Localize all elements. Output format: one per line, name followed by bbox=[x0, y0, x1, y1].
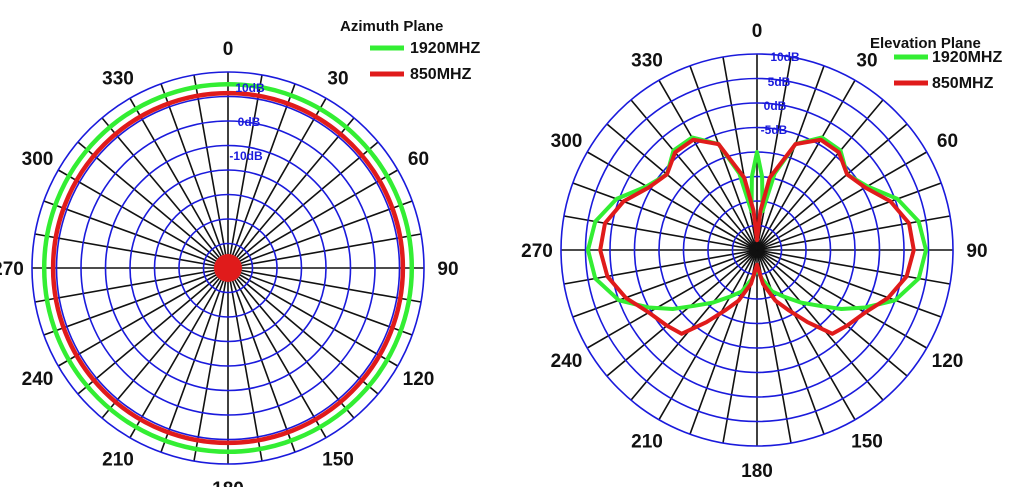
ring-label: 10dB bbox=[235, 81, 265, 95]
angle-label-240: 240 bbox=[22, 369, 54, 390]
angle-label-270: 270 bbox=[521, 241, 553, 262]
angle-label-120: 120 bbox=[932, 351, 964, 372]
angle-label-150: 150 bbox=[851, 432, 883, 453]
grid-ring bbox=[153, 193, 303, 343]
ring-label: 0dB bbox=[238, 115, 261, 129]
series-trace-850mhz bbox=[50, 90, 406, 446]
legend-entry-1920mhz: 1920MHZ bbox=[932, 49, 1002, 66]
ring-label: 0dB bbox=[764, 99, 787, 113]
angle-label-240: 240 bbox=[551, 351, 583, 372]
angle-label-0: 0 bbox=[752, 21, 763, 42]
angle-label-60: 60 bbox=[408, 149, 429, 170]
grid-ring bbox=[682, 175, 832, 325]
series-trace-850mhz bbox=[598, 137, 916, 336]
angle-label-30: 30 bbox=[856, 51, 877, 72]
legend-title: Azimuth Plane bbox=[340, 18, 443, 35]
grid-ring bbox=[104, 144, 352, 392]
angle-label-90: 90 bbox=[437, 259, 458, 280]
legend-entry-850mhz: 850MHZ bbox=[932, 75, 994, 92]
grid-ring bbox=[55, 95, 401, 441]
legend-title: Elevation Plane bbox=[870, 35, 981, 52]
grid-ring bbox=[31, 71, 425, 465]
angle-label-330: 330 bbox=[102, 69, 134, 90]
angle-label-0: 0 bbox=[223, 39, 234, 60]
grid-ring bbox=[202, 242, 254, 294]
angle-label-120: 120 bbox=[403, 369, 435, 390]
grid-ring bbox=[560, 53, 954, 447]
angle-label-60: 60 bbox=[937, 131, 958, 152]
angle-label-90: 90 bbox=[966, 241, 987, 262]
angle-label-300: 300 bbox=[551, 131, 583, 152]
angle-label-210: 210 bbox=[631, 432, 663, 453]
ring-label: 10dB bbox=[770, 50, 800, 64]
legend-entry-850mhz: 850MHZ bbox=[410, 66, 472, 83]
ring-label: -5dB bbox=[761, 123, 788, 137]
angle-label-180: 180 bbox=[741, 461, 773, 482]
grid-ring bbox=[129, 169, 327, 367]
angle-label-180: 180 bbox=[212, 479, 244, 487]
angle-label-270: 270 bbox=[0, 259, 24, 280]
grid-ring bbox=[80, 120, 376, 416]
elevation-polar-chart: 0 30 60 90 120 150 180 210 240 270 300 330 10dB 5dB 0d… bbox=[521, 21, 1002, 482]
grid-ring bbox=[633, 126, 881, 374]
legend-entry-1920mhz: 1920MHZ bbox=[410, 40, 480, 57]
ring-label: -10dB bbox=[229, 149, 263, 163]
grid-ring bbox=[584, 77, 930, 423]
legend: Azimuth Plane 1920MHZ 850MHZ bbox=[340, 18, 480, 83]
angle-label-30: 30 bbox=[327, 69, 348, 90]
grid-ring bbox=[178, 218, 278, 318]
center-dot bbox=[214, 254, 242, 282]
azimuth-polar-chart: 0 30 60 90 120 150 180 210 240 270 300 330 10dB 0dB -1… bbox=[0, 18, 480, 487]
angle-label-330: 330 bbox=[631, 51, 663, 72]
angle-label-210: 210 bbox=[102, 450, 134, 471]
angle-label-300: 300 bbox=[22, 149, 54, 170]
angle-label-150: 150 bbox=[322, 450, 354, 471]
series-trace-1920mhz bbox=[41, 81, 415, 455]
grid-ring bbox=[609, 102, 905, 398]
ring-label: 5dB bbox=[768, 75, 791, 89]
grid-ring bbox=[707, 200, 807, 300]
